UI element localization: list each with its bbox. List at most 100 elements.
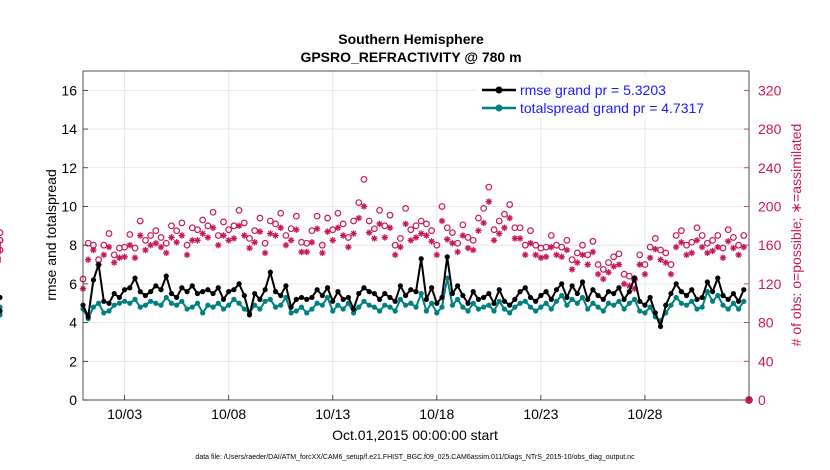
rmse-point bbox=[595, 292, 601, 299]
possible-obs-point bbox=[402, 205, 409, 212]
rmse-point bbox=[553, 287, 560, 293]
spread-point bbox=[231, 296, 237, 302]
spread-point bbox=[309, 306, 315, 312]
spread-point bbox=[106, 308, 112, 314]
spread-point bbox=[621, 306, 627, 312]
rmse-point bbox=[621, 296, 627, 302]
assimilated-obs-point bbox=[709, 247, 716, 255]
assimilated-obs-point bbox=[501, 224, 508, 231]
legend-box bbox=[476, 76, 744, 118]
possible-obs-point bbox=[547, 232, 555, 239]
assimilated-obs-point bbox=[574, 259, 581, 266]
rmse-point bbox=[116, 294, 123, 301]
assimilated-obs-point bbox=[350, 230, 357, 237]
spread-point bbox=[350, 310, 357, 316]
rmse-point bbox=[449, 290, 456, 297]
legend-spread-label: totalspread grand pr = 4.7317 bbox=[520, 100, 704, 116]
assimilated-obs-point bbox=[376, 220, 383, 228]
rmse-point bbox=[616, 285, 622, 291]
rmse-point bbox=[564, 294, 570, 301]
rmse-point bbox=[704, 279, 710, 285]
spread-point bbox=[382, 302, 388, 308]
spread-point bbox=[574, 300, 580, 306]
possible-obs-point bbox=[412, 222, 420, 230]
rmse-point bbox=[319, 292, 325, 299]
spread-point bbox=[683, 302, 690, 308]
spread-point bbox=[387, 304, 393, 310]
spread-point bbox=[730, 300, 736, 306]
spread-point bbox=[704, 289, 710, 295]
rmse-point bbox=[293, 296, 299, 302]
assimilated-obs-point bbox=[100, 251, 108, 259]
possible-obs-point bbox=[605, 259, 612, 266]
spread-point bbox=[127, 300, 133, 306]
assimilated-obs-point bbox=[194, 237, 201, 244]
possible-obs-point bbox=[105, 230, 113, 237]
spread-point bbox=[90, 304, 97, 310]
rmse-point bbox=[413, 289, 419, 295]
rmse-point bbox=[642, 302, 648, 308]
possible-obs-point bbox=[225, 226, 233, 234]
spread-point bbox=[262, 298, 268, 304]
legend-rmse-label: rmse grand pr = 5.3203 bbox=[520, 82, 666, 98]
rmse-point bbox=[179, 285, 185, 291]
rmse-point bbox=[626, 289, 632, 295]
assimilated-obs-point bbox=[319, 249, 326, 257]
spread-point bbox=[236, 300, 242, 306]
assimilated-obs-point bbox=[277, 224, 284, 231]
assimilated-obs-point bbox=[475, 227, 482, 234]
rmse-point bbox=[132, 275, 138, 281]
y-right-tick-label: 200 bbox=[758, 198, 782, 214]
assimilated-obs-point bbox=[480, 219, 487, 227]
y-tick-label: 6 bbox=[69, 276, 77, 292]
spread-point bbox=[501, 306, 508, 312]
assimilated-obs-point bbox=[553, 251, 560, 259]
rmse-point bbox=[163, 273, 169, 279]
assimilated-obs-point bbox=[584, 261, 591, 268]
spread-point bbox=[111, 302, 117, 308]
assimilated-obs-point bbox=[183, 251, 191, 259]
assimilated-obs-point bbox=[85, 256, 92, 263]
spread-point bbox=[163, 294, 169, 301]
possible-obs-point bbox=[459, 221, 467, 229]
possible-obs-point bbox=[0, 246, 4, 254]
rmse-point bbox=[538, 292, 544, 299]
possible-obs-point bbox=[251, 227, 259, 235]
spread-point bbox=[283, 294, 289, 301]
assimilated-obs-point bbox=[105, 243, 113, 251]
spread-point bbox=[330, 308, 336, 314]
assimilated-obs-point bbox=[121, 253, 128, 260]
rmse-point bbox=[683, 292, 690, 299]
rmse-point bbox=[137, 289, 143, 295]
spread-point bbox=[402, 302, 409, 308]
rmse-point bbox=[304, 296, 310, 302]
spread-point bbox=[626, 300, 632, 306]
y-tick-label: 2 bbox=[69, 353, 77, 369]
rmse-point bbox=[657, 323, 664, 330]
rmse-point bbox=[402, 292, 409, 299]
y-tick-label: 12 bbox=[61, 160, 77, 176]
rmse-point bbox=[475, 296, 482, 302]
rmse-point bbox=[0, 294, 3, 301]
assimilated-obs-point bbox=[620, 280, 628, 288]
possible-obs-point bbox=[610, 253, 618, 261]
assimilated-obs-point bbox=[137, 232, 144, 239]
assimilated-obs-point bbox=[589, 248, 597, 256]
assimilated-obs-point bbox=[568, 266, 576, 273]
assimilated-obs-point bbox=[230, 235, 238, 242]
assimilated-obs-point bbox=[272, 232, 279, 239]
possible-obs-point bbox=[683, 241, 690, 249]
assimilated-obs-point bbox=[688, 249, 695, 257]
spread-point bbox=[142, 302, 149, 308]
spread-point bbox=[590, 300, 596, 306]
possible-obs-point bbox=[417, 217, 425, 225]
assimilated-obs-point bbox=[241, 232, 248, 239]
rmse-point bbox=[189, 283, 195, 289]
assimilated-obs-point bbox=[334, 224, 342, 231]
assimilated-obs-point bbox=[641, 271, 649, 278]
possible-obs-point bbox=[516, 224, 524, 232]
possible-obs-point bbox=[501, 210, 508, 218]
spread-point bbox=[174, 302, 180, 308]
spread-point bbox=[605, 300, 612, 306]
